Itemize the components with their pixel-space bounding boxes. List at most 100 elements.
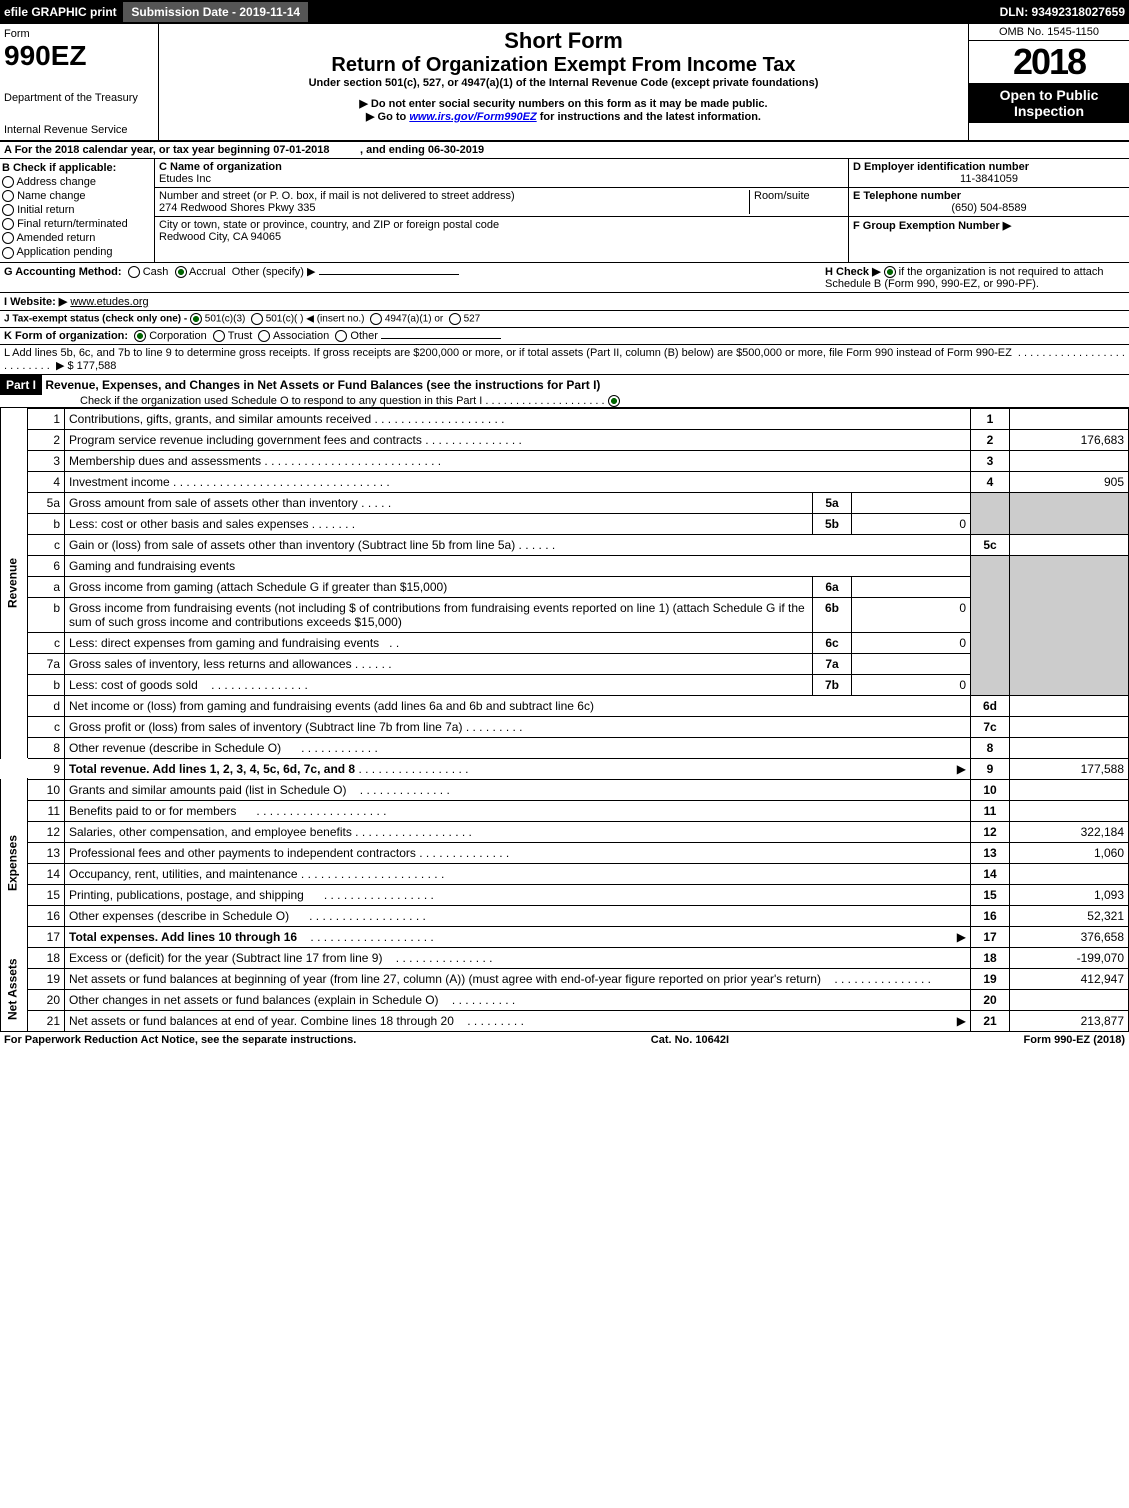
line-9-arrow: ▶: [957, 762, 966, 776]
radio-assoc[interactable]: [258, 330, 270, 342]
chk-final-return[interactable]: Final return/terminated: [2, 217, 152, 231]
radio-corp[interactable]: [134, 330, 146, 342]
addr-label: Number and street (or P. O. box, if mail…: [159, 190, 749, 202]
main-title: Return of Organization Exempt From Incom…: [167, 54, 960, 77]
line-21-amt: 213,877: [1010, 1010, 1129, 1031]
line-2-desc: Program service revenue including govern…: [65, 429, 971, 450]
title-box: Short Form Return of Organization Exempt…: [159, 24, 968, 140]
website-value[interactable]: www.etudes.org: [70, 296, 148, 308]
subtitle-ssn-warning: ▶ Do not enter social security numbers o…: [167, 97, 960, 110]
chk-address-change[interactable]: Address change: [2, 175, 152, 189]
line-5a-sub: 5a: [813, 492, 852, 513]
chk-name-change[interactable]: Name change: [2, 189, 152, 203]
other-specify-input[interactable]: [319, 274, 459, 275]
line-2-num: 2: [28, 429, 65, 450]
chk-initial-return-label: Initial return: [17, 204, 74, 216]
radio-other-org[interactable]: [335, 330, 347, 342]
room-suite-label: Room/suite: [749, 190, 844, 214]
submission-date-button[interactable]: Submission Date - 2019-11-14: [123, 2, 308, 22]
line-5c-num: c: [28, 534, 65, 555]
line-10-desc: Grants and similar amounts paid (list in…: [65, 779, 971, 800]
row-j: J Tax-exempt status (check only one) - 5…: [0, 311, 1129, 328]
line-6a-sub: 6a: [813, 576, 852, 597]
part1-check-text: Check if the organization used Schedule …: [80, 395, 482, 407]
box-def: D Employer identification number 11-3841…: [848, 159, 1129, 262]
line-18-desc: Excess or (deficit) for the year (Subtra…: [65, 947, 971, 968]
chk-amended[interactable]: Amended return: [2, 231, 152, 245]
line-6c-sub: 6c: [813, 632, 852, 653]
city-value: Redwood City, CA 94065: [159, 231, 844, 243]
line-7b-sub: 7b: [813, 674, 852, 695]
radio-accrual[interactable]: [175, 266, 187, 278]
line-10-box: 10: [971, 779, 1010, 800]
line-5b: b Less: cost or other basis and sales ex…: [1, 513, 1129, 534]
radio-501c3[interactable]: [190, 313, 202, 325]
form-label: Form: [4, 28, 154, 40]
line-13-box: 13: [971, 842, 1010, 863]
part1-badge: Part I: [0, 375, 42, 395]
line-15-desc: Printing, publications, postage, and shi…: [65, 884, 971, 905]
line-7c-amt: [1010, 716, 1129, 737]
line-6a-subamt: [852, 576, 971, 597]
radio-527[interactable]: [449, 313, 461, 325]
chk-pending[interactable]: Application pending: [2, 245, 152, 259]
row-l-text: L Add lines 5b, 6c, and 7b to line 9 to …: [4, 347, 1012, 359]
chk-schedule-o[interactable]: [608, 395, 620, 407]
row-j-label: J Tax-exempt status (check only one) -: [4, 313, 187, 324]
line-7a-num: 7a: [28, 653, 65, 674]
addr-value: 274 Redwood Shores Pkwy 335: [159, 202, 749, 214]
line-20-box: 20: [971, 989, 1010, 1010]
radio-accrual-label: Accrual: [189, 266, 226, 278]
form-header: Form 990EZ Department of the Treasury In…: [0, 24, 1129, 142]
year-box: OMB No. 1545-1150 2018 Open to Public In…: [968, 24, 1129, 140]
chk-schedule-b[interactable]: [884, 266, 896, 278]
line-7c-box: 7c: [971, 716, 1010, 737]
line-21-box: 21: [971, 1010, 1010, 1031]
radio-corp-label: Corporation: [149, 330, 206, 342]
row-k: K Form of organization: Corporation Trus…: [0, 328, 1129, 345]
efile-print-button[interactable]: efile GRAPHIC print: [4, 5, 117, 19]
line-8: 8 Other revenue (describe in Schedule O)…: [1, 737, 1129, 758]
line-12-amt: 322,184: [1010, 821, 1129, 842]
line-3-num: 3: [28, 450, 65, 471]
line-12-box: 12: [971, 821, 1010, 842]
line-10-num: 10: [28, 779, 65, 800]
topbar: efile GRAPHIC print Submission Date - 20…: [0, 0, 1129, 24]
line-6-desc: Gaming and fundraising events: [65, 555, 971, 576]
line-7b-desc: Less: cost of goods sold . . . . . . . .…: [65, 674, 813, 695]
radio-4947[interactable]: [370, 313, 382, 325]
line-12-num: 12: [28, 821, 65, 842]
row-k-label: K Form of organization:: [4, 330, 128, 342]
ein-value: 11-3841059: [853, 173, 1125, 185]
line-8-amt: [1010, 737, 1129, 758]
line-17: 17 Total expenses. Add lines 10 through …: [1, 926, 1129, 947]
box-b-title: B Check if applicable:: [2, 161, 152, 175]
chk-initial-return[interactable]: Initial return: [2, 203, 152, 217]
line-10: Expenses 10 Grants and similar amounts p…: [1, 779, 1129, 800]
row-h-label: H Check ▶: [825, 266, 881, 278]
chk-final-return-label: Final return/terminated: [17, 218, 128, 230]
radio-501c[interactable]: [251, 313, 263, 325]
line-19-box: 19: [971, 968, 1010, 989]
radio-cash[interactable]: [128, 266, 140, 278]
radio-501c-label: 501(c)( ) ◀ (insert no.): [266, 313, 365, 324]
line-5a: 5a Gross amount from sale of assets othe…: [1, 492, 1129, 513]
line-12: 12 Salaries, other compensation, and emp…: [1, 821, 1129, 842]
line-4-num: 4: [28, 471, 65, 492]
irs-link[interactable]: www.irs.gov/Form990EZ: [409, 111, 536, 123]
line-4: 4 Investment income . . . . . . . . . . …: [1, 471, 1129, 492]
line-20-amt: [1010, 989, 1129, 1010]
line-1-desc: Contributions, gifts, grants, and simila…: [65, 408, 971, 429]
chk-amended-label: Amended return: [16, 232, 95, 244]
other-specify: Other (specify) ▶: [232, 266, 316, 278]
line-7c-desc: Gross profit or (loss) from sales of inv…: [65, 716, 971, 737]
line-2-box: 2: [971, 429, 1010, 450]
line-13: 13 Professional fees and other payments …: [1, 842, 1129, 863]
line-7c: c Gross profit or (loss) from sales of i…: [1, 716, 1129, 737]
line-14-box: 14: [971, 863, 1010, 884]
other-org-input[interactable]: [381, 338, 501, 339]
radio-trust[interactable]: [213, 330, 225, 342]
line-19-amt: 412,947: [1010, 968, 1129, 989]
chk-name-change-label: Name change: [17, 190, 86, 202]
line-14: 14 Occupancy, rent, utilities, and maint…: [1, 863, 1129, 884]
